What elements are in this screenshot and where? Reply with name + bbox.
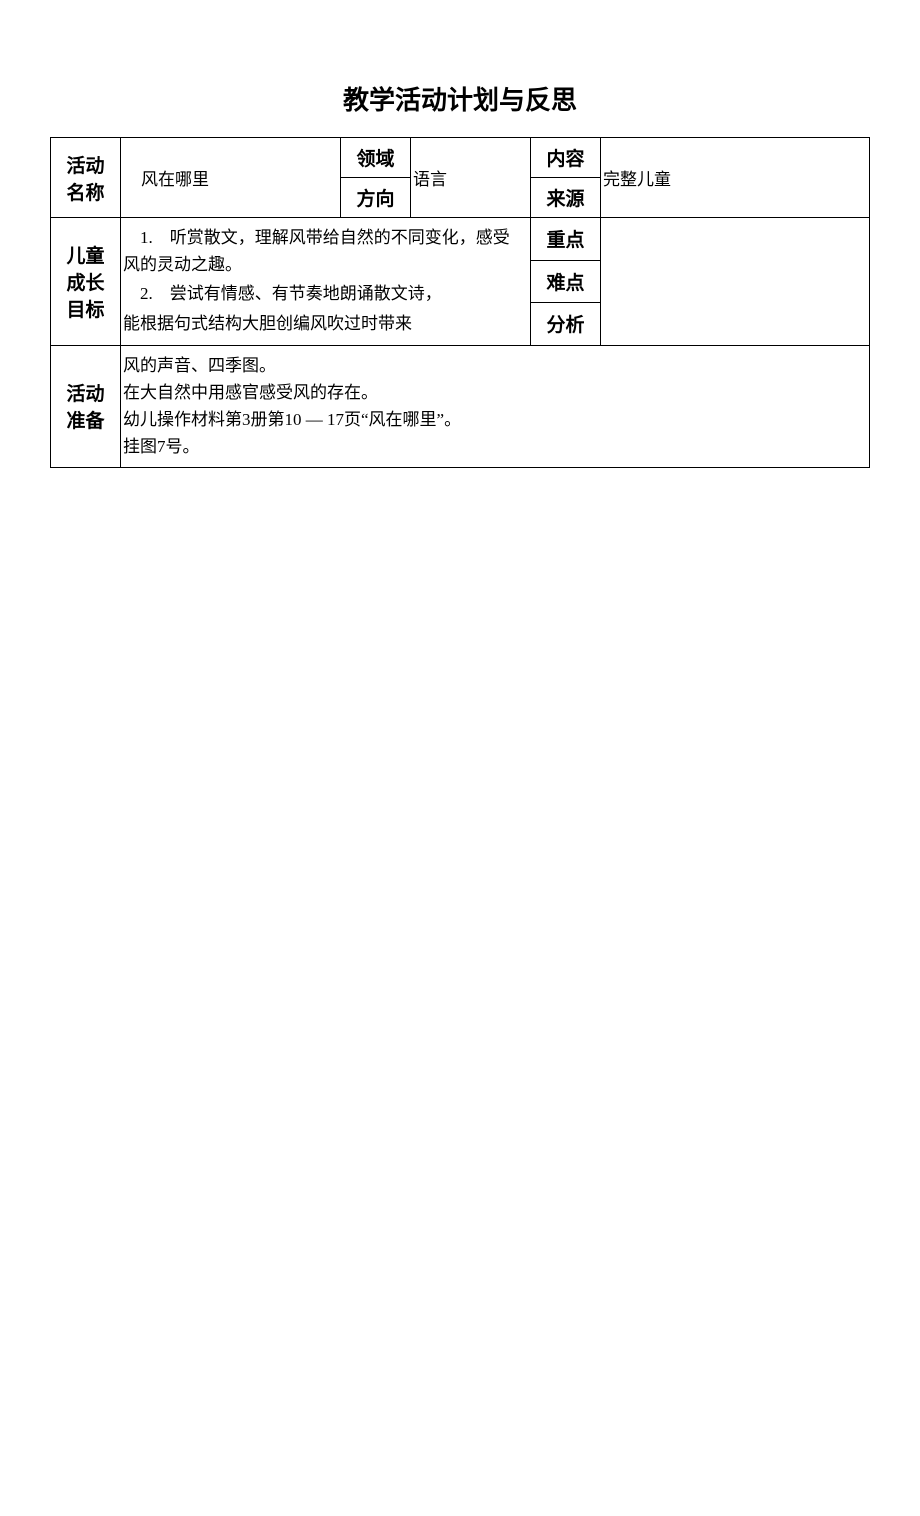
label-analysis: 分析 [531,303,601,346]
label-direction: 方向 [341,178,411,218]
label-child-growth-goal: 儿童 成长 目标 [51,218,121,346]
goal-line-3: 能根据句式结构大胆创编风吹过时带来 [123,310,526,337]
prep-line-1: 风的声音、四季图。 [123,352,865,379]
label-activity: 活动 [55,151,116,178]
goal-line-1: 1. 听赏散文，理解风带给自然的不同变化，感受风的灵动之趣。 [123,224,526,278]
label-difficulty: 难点 [531,260,601,303]
label-source: 来源 [531,178,601,218]
label-activity-name: 活动 名称 [51,138,121,218]
lesson-plan-table: 活动 名称 风在哪里 领域 语言 内容 完整儿童 方向 来源 儿童 成长 目标 … [50,137,870,468]
label-keypoint: 重点 [531,218,601,261]
domain-value: 语言 [411,138,531,218]
label-prep: 准备 [55,406,116,433]
page-title: 教学活动计划与反思 [50,80,870,117]
label-activity-prep: 活动 准备 [51,345,121,467]
label-content: 内容 [531,138,601,178]
activity-name-value: 风在哪里 [121,138,341,218]
label-name: 名称 [55,178,116,205]
prep-line-4: 挂图7号。 [123,433,865,460]
source-value: 完整儿童 [601,138,870,218]
label-growth: 成长 [55,268,116,295]
label-prep-activity: 活动 [55,379,116,406]
prep-line-3: 幼儿操作材料第3册第10 — 17页“风在哪里”。 [123,406,865,433]
goals-content: 1. 听赏散文，理解风带给自然的不同变化，感受风的灵动之趣。 2. 尝试有情感、… [121,218,531,346]
label-child: 儿童 [55,241,116,268]
goal-line-2: 2. 尝试有情感、有节奏地朗诵散文诗， [123,280,526,307]
label-goal: 目标 [55,295,116,322]
prep-line-2: 在大自然中用感官感受风的存在。 [123,379,865,406]
analysis-content [601,218,870,346]
label-domain: 领域 [341,138,411,178]
prep-content: 风的声音、四季图。 在大自然中用感官感受风的存在。 幼儿操作材料第3册第10 —… [121,345,870,467]
